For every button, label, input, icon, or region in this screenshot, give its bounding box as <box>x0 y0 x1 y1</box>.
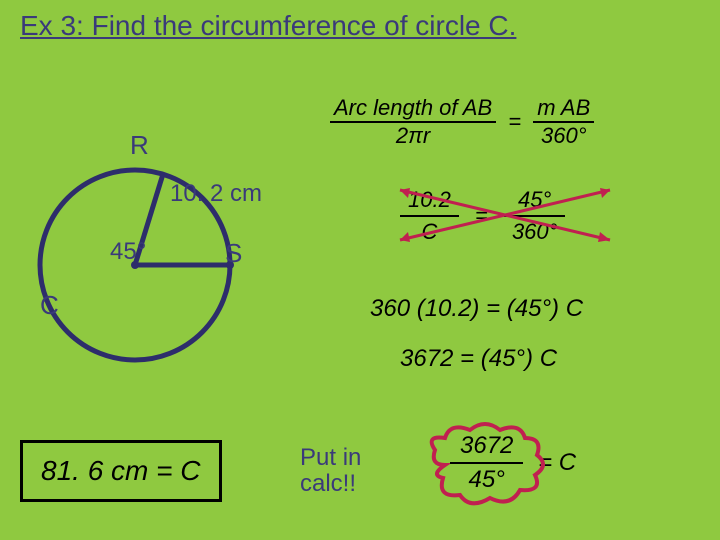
equals-sign: = <box>502 109 527 134</box>
cloud-fraction: 3672 45° = C <box>450 430 576 496</box>
page-title: Ex 3: Find the circumference of circle C… <box>20 10 516 42</box>
formula-left-den: 2πr <box>396 123 430 148</box>
formula-right-num: m AB <box>537 95 590 120</box>
label-arc-length: 10. 2 cm <box>170 180 262 208</box>
cross-l-den: C <box>421 219 437 244</box>
cross-r-den: 360° <box>512 219 558 244</box>
put-in-calc-label: Put in calc!! <box>300 445 361 498</box>
cross-eq: = <box>465 203 498 228</box>
cloud-num: 3672 <box>460 432 513 459</box>
equation-step-1: 360 (10.2) = (45°) C <box>370 295 583 323</box>
formula-right-den: 360° <box>541 123 587 148</box>
final-answer-box: 81. 6 cm = C <box>20 440 222 502</box>
label-s: S <box>225 238 242 269</box>
cloud-den: 45° <box>469 466 505 493</box>
label-c: C <box>40 290 59 321</box>
arc-formula: Arc length of AB 2πr = m AB 360° <box>330 95 594 149</box>
label-angle: 45° <box>110 238 146 266</box>
cross-l-num: 10.2 <box>408 187 451 212</box>
formula-left-num: Arc length of AB <box>334 95 492 120</box>
cross-multiply: 10.2 C = 45° 360° <box>400 185 565 247</box>
label-r: R <box>130 130 149 161</box>
equation-step-2: 3672 = (45°) C <box>400 345 557 373</box>
cross-r-num: 45° <box>518 187 551 212</box>
